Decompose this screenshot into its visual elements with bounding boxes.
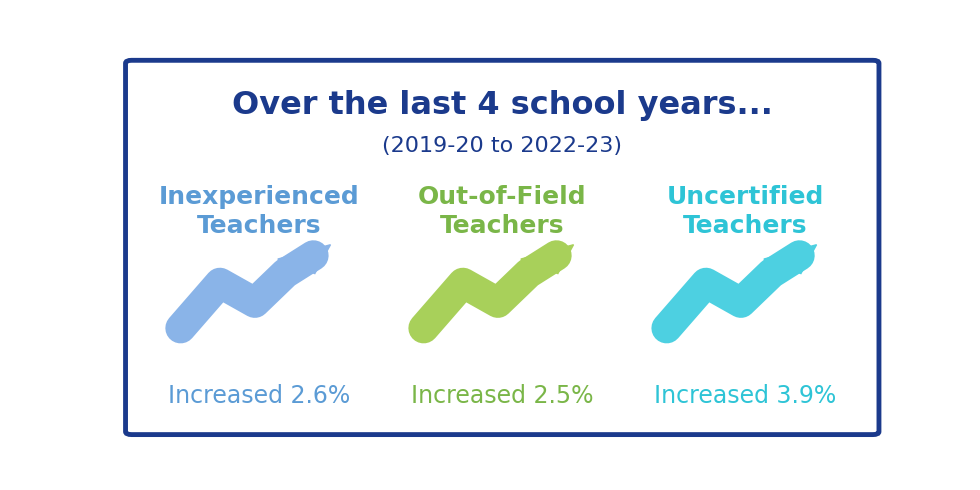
Text: Increased 2.5%: Increased 2.5%	[411, 385, 594, 409]
Polygon shape	[277, 245, 330, 273]
Text: (2019-20 to 2022-23): (2019-20 to 2022-23)	[382, 136, 622, 156]
Text: Inexperienced
Teachers: Inexperienced Teachers	[159, 185, 360, 239]
Text: Uncertified
Teachers: Uncertified Teachers	[666, 185, 824, 239]
Text: Over the last 4 school years...: Over the last 4 school years...	[232, 91, 772, 122]
Text: Out-of-Field
Teachers: Out-of-Field Teachers	[417, 185, 587, 239]
Text: Increased 2.6%: Increased 2.6%	[169, 385, 350, 409]
Polygon shape	[520, 245, 573, 273]
Polygon shape	[763, 245, 816, 273]
Text: Increased 3.9%: Increased 3.9%	[655, 385, 836, 409]
